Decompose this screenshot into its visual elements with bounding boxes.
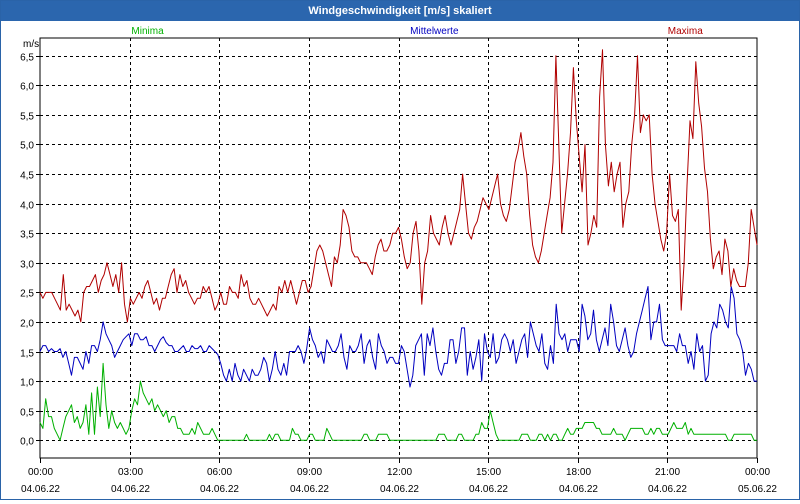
series-line-mittelwerte <box>39 286 757 388</box>
x-tick-time-label: 00:00 <box>28 467 53 478</box>
y-tick-label: 0,0 <box>20 437 34 448</box>
y-tick-label: 4,0 <box>20 201 34 212</box>
wind-speed-chart: 0,0 0,5 1,0 1,5 2,0 2,5 3,0 3,5 4,0 4,5 5,0 5,5 6,0 6… <box>20 26 777 495</box>
y-tick-label: 3,0 <box>20 260 34 271</box>
y-tick-label: 6,5 <box>20 53 34 64</box>
series-line-maxima <box>39 49 758 323</box>
x-tick-date-label: 04.06.22 <box>469 484 508 495</box>
y-tick-label: 2,0 <box>20 319 34 330</box>
window-title: Windgeschwindigkeit [m/s] skaliert <box>1 1 799 21</box>
y-tick-label: 0,5 <box>20 408 34 419</box>
y-tick-label: 1,0 <box>20 378 34 389</box>
legend-maxima: Maxima <box>668 26 703 37</box>
x-tick-time-label: 12:00 <box>387 467 412 478</box>
y-tick-label: 2,5 <box>20 289 34 300</box>
x-tick-time-label: 21:00 <box>655 467 680 478</box>
y-tick-label: 6,0 <box>20 82 34 93</box>
x-tick-date-label: 04.06.22 <box>200 484 239 495</box>
y-axis-label: m/s <box>23 39 39 50</box>
y-tick-label: 3,5 <box>20 230 34 241</box>
chart-area: 0,0 0,5 1,0 1,5 2,0 2,5 3,0 3,5 4,0 4,5 5,0 5,5 6,0 6… <box>1 21 799 499</box>
plot-frame <box>39 37 758 459</box>
x-tick-date-label: 04.06.22 <box>290 484 329 495</box>
y-tick-label: 4,5 <box>20 171 34 182</box>
legend-minima: Minima <box>131 26 164 37</box>
x-tick-date-label: 05.06.22 <box>738 484 777 495</box>
x-tick-time-label: 03:00 <box>118 467 143 478</box>
x-tick-time-label: 18:00 <box>566 467 591 478</box>
y-tick-label: 1,5 <box>20 349 34 360</box>
series-line-minima <box>39 362 757 441</box>
x-tick-time-label: 06:00 <box>207 467 232 478</box>
x-tick-date-label: 04.06.22 <box>111 484 150 495</box>
x-tick-date-label: 04.06.22 <box>559 484 598 495</box>
x-tick-date-label: 04.06.22 <box>21 484 60 495</box>
y-tick-label: 5,5 <box>20 112 34 123</box>
legend-mittelwerte: Mittelwerte <box>410 26 459 37</box>
x-tick-time-label: 09:00 <box>297 467 322 478</box>
x-tick-time-label: 15:00 <box>476 467 501 478</box>
x-tick-time-label: 00:00 <box>745 467 770 478</box>
y-tick-label: 5,0 <box>20 141 34 152</box>
x-tick-date-label: 04.06.22 <box>380 484 419 495</box>
x-tick-date-label: 04.06.22 <box>648 484 687 495</box>
